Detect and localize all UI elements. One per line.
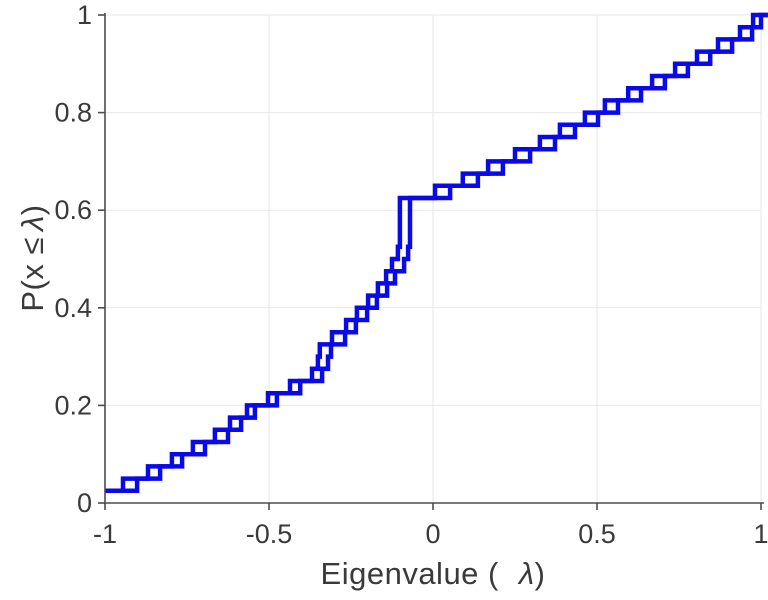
ecdf-series-2-line — [113, 12, 768, 494]
x-tick-label--0.5: -0.5 — [246, 519, 293, 549]
x-axis-label-text: Eigenvalue ( — [320, 556, 499, 591]
y-tick-label-0.2: 0.2 — [54, 390, 92, 420]
x-tick-label--1: -1 — [93, 519, 117, 549]
y-tick-label-0.6: 0.6 — [54, 195, 92, 225]
y-axis-lambda: λ — [15, 215, 50, 231]
x-tick-label-0: 0 — [425, 519, 440, 549]
x-tick-label-1: 1 — [753, 519, 768, 549]
x-tick-label-0.5: 0.5 — [578, 519, 616, 549]
y-tick-label-0.4: 0.4 — [54, 293, 92, 323]
y-axis-label: P(x ≤ λ) — [15, 204, 51, 311]
x-axis-label-close: ) — [534, 556, 546, 591]
y-tick-label-1: 1 — [77, 0, 92, 30]
y-axis-label-text: P(x ≤ — [15, 236, 50, 312]
y-tick-label-0: 0 — [77, 488, 92, 518]
y-axis-label-close: ) — [15, 204, 50, 216]
x-axis-label: Eigenvalue ( λ) — [321, 556, 546, 592]
y-tick-label-0.8: 0.8 — [54, 98, 92, 128]
ecdf-series-1-line — [105, 12, 768, 494]
x-axis-lambda: λ — [518, 556, 535, 591]
